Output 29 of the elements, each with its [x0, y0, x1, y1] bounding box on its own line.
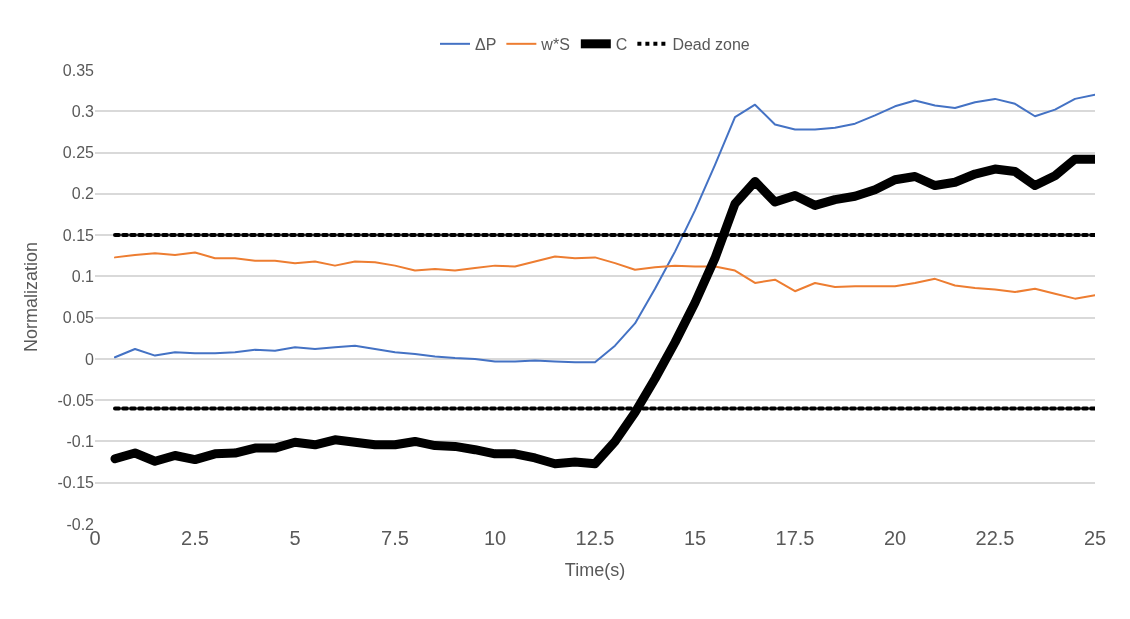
x-tick-label: 10 — [483, 527, 507, 549]
y-tick-label: 0.3 — [71, 102, 95, 120]
legend-label: C — [615, 36, 628, 54]
x-tick-label: 2.5 — [181, 527, 209, 549]
y-tick-label: 0.15 — [62, 226, 95, 244]
line-series — [114, 93, 1095, 364]
legend-label: ΔP — [475, 36, 497, 54]
y-tick-label: 0.2 — [71, 185, 95, 203]
x-tick-label: 15 — [683, 527, 707, 549]
y-tick-label: 0 — [85, 350, 95, 368]
x-axis-title: Time(s) — [564, 560, 626, 581]
y-tick-label: 0.1 — [71, 267, 95, 285]
y-tick-label: -0.15 — [57, 474, 95, 492]
line-series — [114, 251, 1095, 300]
y-tick-label: -0.05 — [57, 391, 95, 409]
y-axis-title: Normalization — [20, 241, 41, 353]
legend-label: w*S — [540, 36, 570, 54]
legend-label: Dead zone — [672, 36, 750, 54]
x-tick-label: 17.5 — [775, 527, 815, 549]
x-tick-label: 7.5 — [381, 527, 409, 549]
y-tick-label: 0.35 — [62, 61, 95, 79]
y-tick-label: 0.25 — [62, 144, 95, 162]
x-tick-label: 25 — [1083, 527, 1107, 549]
y-tick-label: 0.05 — [62, 309, 95, 327]
x-tick-label: 20 — [883, 527, 907, 549]
x-tick-label: 5 — [289, 527, 301, 549]
y-tick-label: -0.1 — [66, 433, 95, 451]
x-tick-label: 22.5 — [975, 527, 1015, 549]
x-tick-label: 12.5 — [575, 527, 615, 549]
